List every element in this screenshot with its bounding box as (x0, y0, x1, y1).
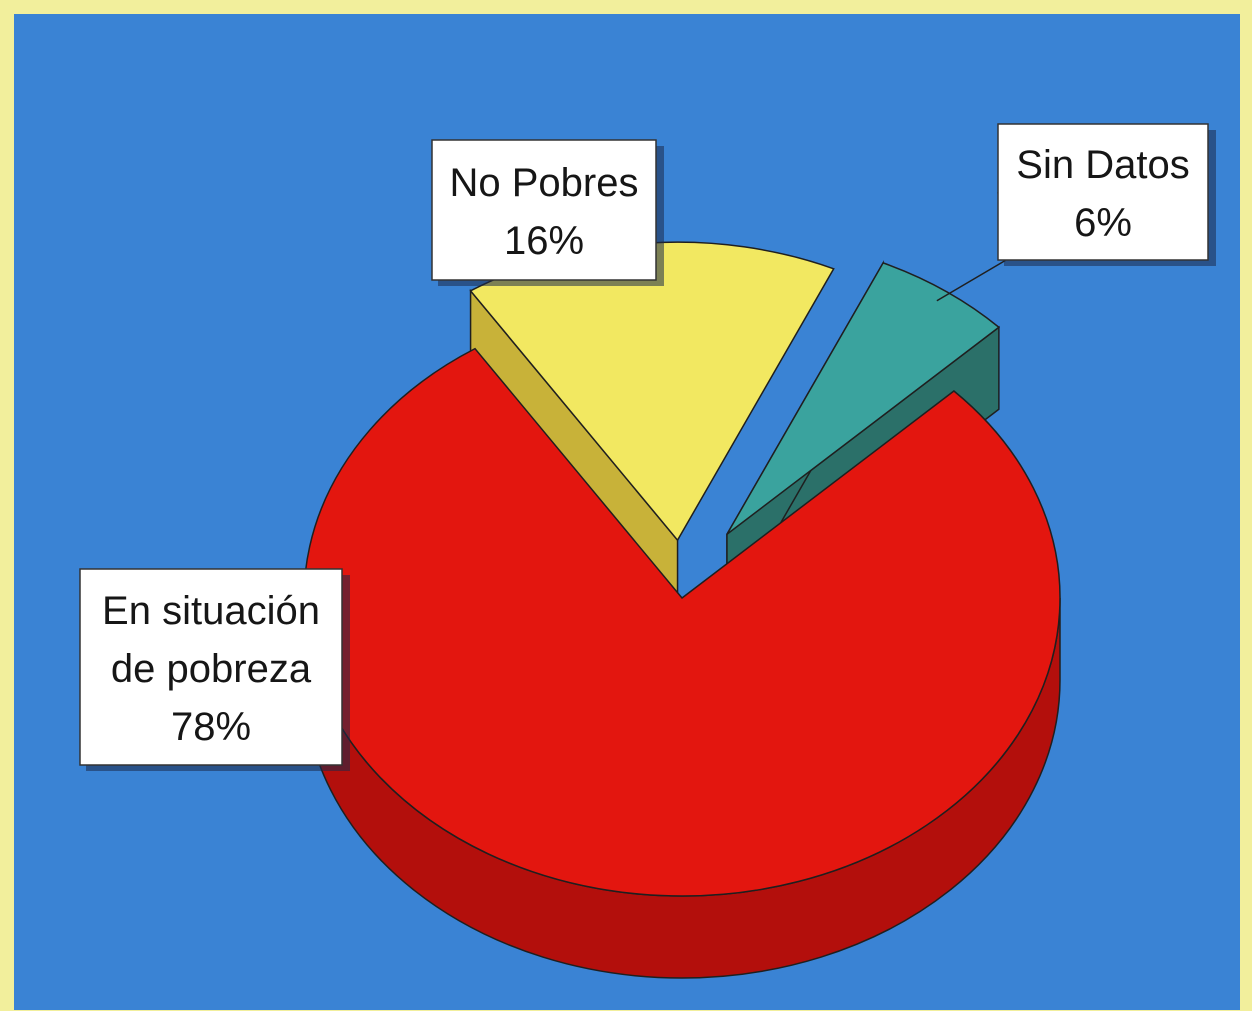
slice-label-line: Sin Datos (1016, 143, 1189, 187)
slice-label-line: No Pobres (450, 161, 639, 205)
label-box-en-situacion: En situación de pobreza 78% (80, 569, 350, 771)
slice-value-label: 16% (504, 219, 584, 263)
slice-value-label: 78% (171, 705, 251, 749)
slice-label-line: de pobreza (111, 647, 312, 691)
slice-value-label: 6% (1074, 201, 1132, 245)
label-box-no-pobres: No Pobres 16% (432, 140, 664, 286)
label-box-sin-datos: Sin Datos 6% (998, 124, 1216, 266)
slice-label-line: En situación (102, 589, 320, 633)
